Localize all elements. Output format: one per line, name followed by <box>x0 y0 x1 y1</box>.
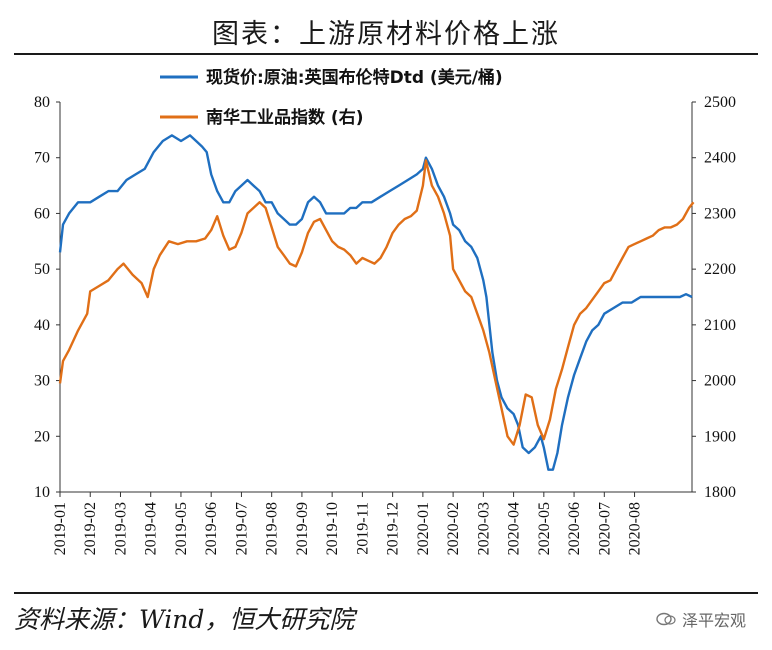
left-tick-label: 30 <box>34 373 50 390</box>
x-tick-label: 2019-04 <box>143 502 160 555</box>
left-tick-label: 50 <box>34 261 50 278</box>
right-tick-label: 2200 <box>704 261 736 278</box>
right-tick-label: 1800 <box>704 484 736 501</box>
legend-label: 南华工业品指数 (右) <box>206 107 363 128</box>
right-tick-label: 2300 <box>704 205 736 222</box>
x-tick-label: 2019-06 <box>203 502 220 555</box>
x-tick-label: 2020-02 <box>445 502 462 555</box>
x-tick-label: 2019-10 <box>324 502 341 555</box>
right-tick-label: 2000 <box>704 373 736 390</box>
source-note: 资料来源：Wind，恒大研究院 <box>14 605 355 634</box>
x-tick-label: 2020-08 <box>627 502 644 555</box>
x-tick-label: 2019-11 <box>354 502 371 555</box>
x-tick-label: 2020-04 <box>506 502 523 555</box>
x-tick-label: 2019-07 <box>233 502 250 555</box>
right-tick-label: 2400 <box>704 150 736 167</box>
x-tick-label: 2020-03 <box>475 502 492 555</box>
left-tick-label: 40 <box>34 317 50 334</box>
x-tick-label: 2019-08 <box>264 502 281 555</box>
source-divider <box>14 592 758 594</box>
title-divider <box>14 53 758 55</box>
x-tick-label: 2020-07 <box>596 502 613 555</box>
left-tick-label: 20 <box>34 428 50 445</box>
chart-title: 图表：上游原材料价格上涨 <box>212 19 560 50</box>
brent-crude-line <box>58 134 693 471</box>
watermark-text: 泽平宏观 <box>681 611 746 630</box>
nanhua-industrial-index-line <box>58 159 695 446</box>
right-tick-label: 2500 <box>704 94 736 111</box>
x-tick-label: 2020-01 <box>415 502 432 555</box>
x-tick-label: 2020-05 <box>536 502 553 555</box>
left-tick-label: 10 <box>34 484 50 501</box>
right-tick-label: 1900 <box>704 428 736 445</box>
x-tick-label: 2019-05 <box>173 502 190 555</box>
dual-axis-line-chart: 10 20 30 40 50 60 70 80 1800 1900 2000 2100 2200 2300… <box>34 67 736 555</box>
watermark: 泽平宏观 <box>656 607 746 631</box>
legend-label: 现货价:原油:英国布伦特Dtd (美元/桶) <box>206 67 503 88</box>
x-tick-label: 2019-03 <box>112 502 129 555</box>
x-tick-label: 2019-09 <box>294 502 311 555</box>
left-tick-label: 80 <box>34 94 50 111</box>
left-tick-label: 60 <box>34 205 50 222</box>
x-tick-label: 2019-02 <box>82 502 99 555</box>
right-tick-label: 2100 <box>704 317 736 334</box>
x-tick-label: 2019-12 <box>385 502 402 555</box>
left-tick-label: 70 <box>34 150 50 167</box>
wechat-icon <box>656 612 676 626</box>
x-tick-label: 2020-06 <box>566 502 583 555</box>
x-tick-label: 2019-01 <box>52 502 69 555</box>
